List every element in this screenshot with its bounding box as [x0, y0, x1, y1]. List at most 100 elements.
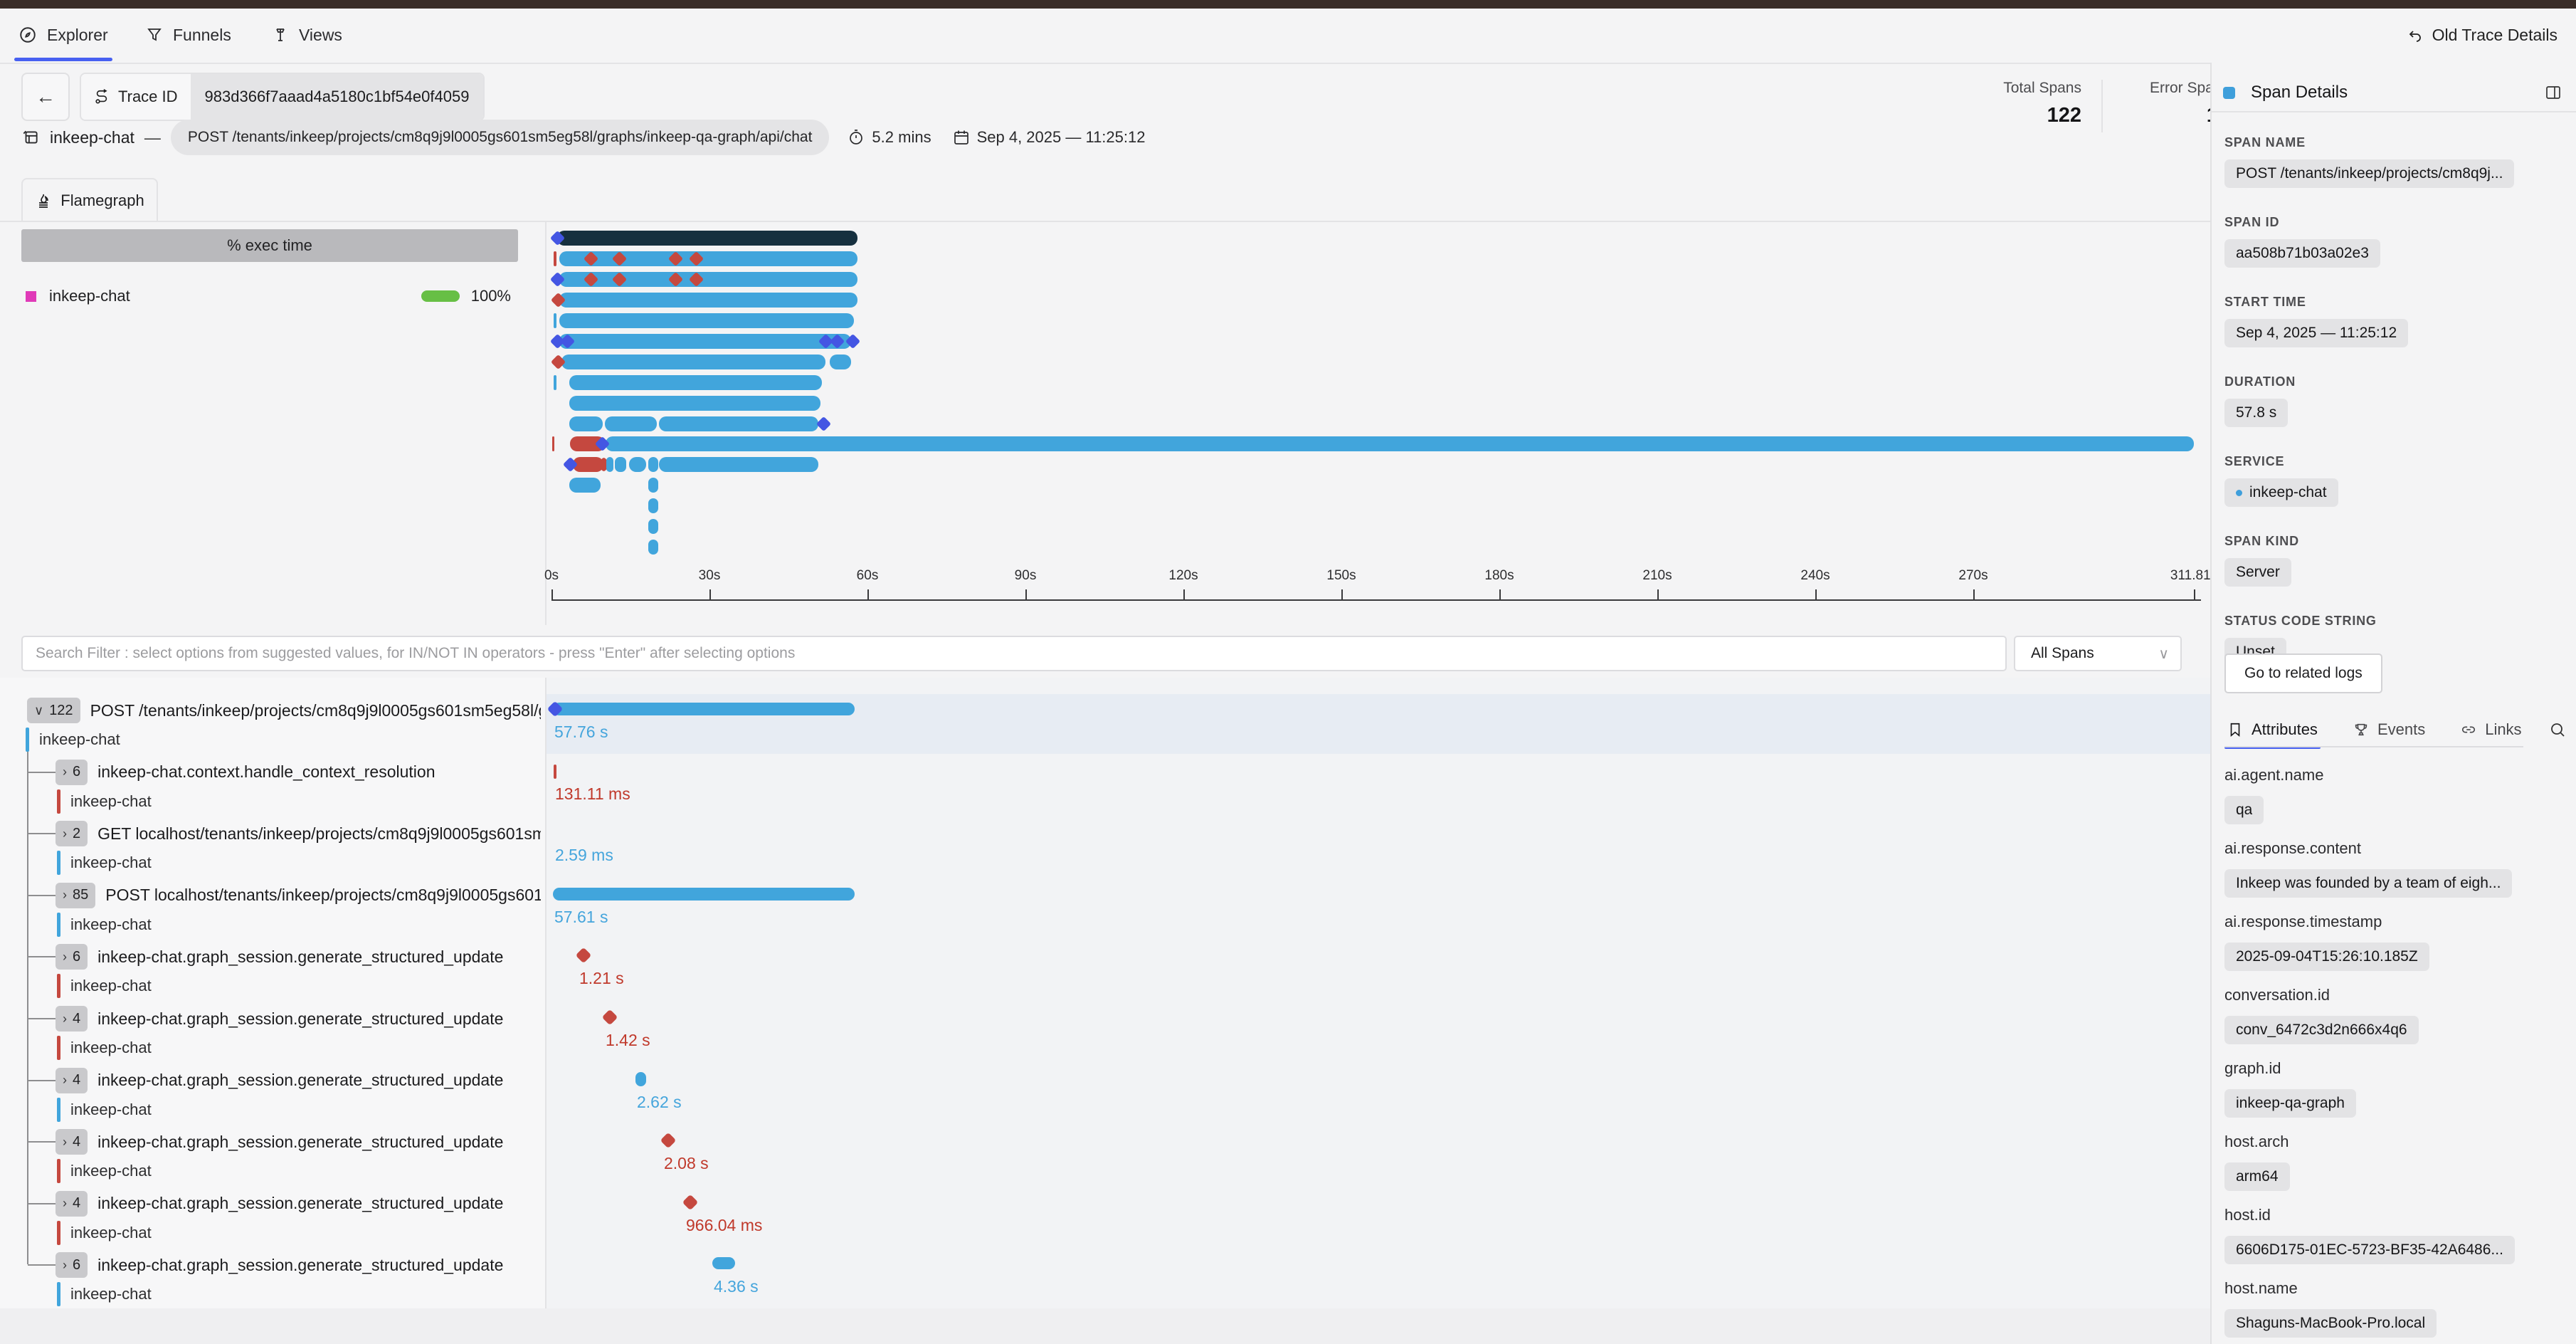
- flamegraph-span-bar[interactable]: [559, 313, 854, 328]
- span-tree-row[interactable]: › 4 inkeep-chat.graph_session.generate_str…: [56, 1127, 541, 1157]
- field-value-pill[interactable]: aa508b71b03a02e3: [2224, 239, 2380, 268]
- go-to-related-logs-button[interactable]: Go to related logs: [2224, 653, 2382, 693]
- flamegraph-span-bar[interactable]: [648, 478, 658, 493]
- waterfall-span-tick[interactable]: [554, 764, 556, 779]
- attribute-value-pill[interactable]: 2025-09-04T15:26:10.185Z: [2224, 943, 2429, 971]
- trace-id-badge[interactable]: Trace ID 983d366f7aaad4a5180c1bf54e0f405…: [80, 73, 485, 121]
- flamegraph-span-tick[interactable]: [552, 436, 554, 451]
- tab-links[interactable]: Links: [2458, 712, 2524, 747]
- span-tree-row[interactable]: › 6 inkeep-chat.graph_session.generate_str…: [56, 1250, 541, 1280]
- field-value: Sep 4, 2025 — 11:25:12: [2236, 325, 2397, 341]
- waterfall-span-pill[interactable]: [712, 1257, 735, 1270]
- flamegraph-span-tick[interactable]: [554, 313, 556, 328]
- waterfall-span-diamond[interactable]: [601, 1009, 618, 1026]
- flamegraph-span-bar[interactable]: [561, 355, 825, 369]
- expand-collapse-badge[interactable]: › 6: [56, 1252, 88, 1279]
- span-tree-row[interactable]: › 4 inkeep-chat.graph_session.generate_str…: [56, 1066, 541, 1096]
- field-value-pill[interactable]: Server: [2224, 558, 2291, 587]
- field-value-pill[interactable]: POST /tenants/inkeep/projects/cm8q9j...: [2224, 159, 2515, 188]
- flamegraph-span-bar[interactable]: [830, 355, 851, 369]
- flamegraph-span-bar[interactable]: [615, 457, 626, 472]
- flamegraph-span-bar[interactable]: [648, 457, 658, 472]
- attribute-value: 6606D175-01EC-5723-BF35-42A6486...: [2236, 1241, 2503, 1258]
- time-axis-label: 180s: [1484, 568, 1514, 583]
- span-tree-row[interactable]: › 85 POST localhost/tenants/inkeep/project…: [56, 881, 541, 910]
- chevron-right-icon: ›: [63, 1073, 67, 1088]
- waterfall-span-diamond[interactable]: [682, 1194, 699, 1211]
- flamegraph-span-bar[interactable]: [573, 457, 603, 472]
- span-scope-dropdown[interactable]: All Spans ∨: [2014, 636, 2182, 671]
- flamegraph-span-bar[interactable]: [648, 498, 658, 513]
- expand-collapse-badge[interactable]: › 6: [56, 759, 88, 785]
- attribute-value-pill[interactable]: conv_6472c3d2n666x4q6: [2224, 1016, 2419, 1044]
- span-tree-row[interactable]: › 6 inkeep-chat.graph_session.generate_str…: [56, 942, 541, 972]
- flamegraph-span-bar[interactable]: [606, 436, 2194, 451]
- field-value-pill[interactable]: 57.8 s: [2224, 399, 2289, 427]
- flamegraph-span-tick[interactable]: [554, 375, 556, 390]
- flamegraph-span-bar[interactable]: [557, 231, 857, 246]
- flamegraph-span-tick[interactable]: [554, 251, 556, 266]
- expand-collapse-badge[interactable]: › 4: [56, 1067, 88, 1093]
- span-tree-row[interactable]: › 4 inkeep-chat.graph_session.generate_str…: [56, 1004, 541, 1034]
- attribute-value-pill[interactable]: inkeep-qa-graph: [2224, 1089, 2356, 1118]
- flamegraph-span-bar[interactable]: [659, 416, 818, 431]
- field-value-pill[interactable]: Sep 4, 2025 — 11:25:12: [2224, 319, 2409, 347]
- tab-events[interactable]: Events: [2350, 712, 2428, 747]
- service-name: inkeep-chat: [39, 730, 120, 748]
- flamegraph-span-bar[interactable]: [606, 457, 613, 472]
- collapse-panel-icon[interactable]: [2545, 84, 2562, 101]
- back-button[interactable]: ←: [21, 73, 70, 121]
- tab-explorer[interactable]: Explorer: [14, 9, 112, 61]
- attribute-value-pill[interactable]: qa: [2224, 796, 2264, 824]
- expand-collapse-badge[interactable]: › 4: [56, 1006, 88, 1031]
- attribute-value-pill[interactable]: 6606D175-01EC-5723-BF35-42A6486...: [2224, 1236, 2515, 1264]
- expand-collapse-badge[interactable]: › 4: [56, 1129, 88, 1155]
- expand-collapse-badge[interactable]: › 2: [56, 821, 88, 847]
- tab-flamegraph[interactable]: Flamegraph: [21, 178, 158, 222]
- flamegraph-span-bar[interactable]: [569, 478, 601, 493]
- span-tree-row[interactable]: › 6 inkeep-chat.context.handle_context_res…: [56, 757, 541, 787]
- span-tree-row[interactable]: › 2 GET localhost/tenants/inkeep/projects/…: [56, 819, 541, 849]
- flamegraph-span-bar[interactable]: [559, 251, 857, 266]
- search-filter-input[interactable]: [21, 636, 2007, 671]
- flamegraph-span-bar[interactable]: [569, 416, 603, 431]
- span-tree-row[interactable]: ∨ 122 POST /tenants/inkeep/projects/cm8q9j…: [27, 695, 541, 725]
- flamegraph-span-bar[interactable]: [570, 436, 605, 451]
- root-endpoint-pill[interactable]: POST /tenants/inkeep/projects/cm8q9j9l00…: [170, 120, 830, 155]
- tab-attributes[interactable]: Attributes: [2224, 712, 2321, 749]
- flamegraph-span-bar[interactable]: [648, 519, 658, 534]
- waterfall-span-diamond[interactable]: [575, 947, 592, 964]
- expand-collapse-badge[interactable]: › 85: [56, 882, 96, 908]
- flamegraph-span-bar[interactable]: [559, 272, 857, 287]
- flamegraph-span-bar[interactable]: [648, 540, 658, 555]
- flamegraph-span-bar[interactable]: [569, 396, 820, 411]
- service-legend-row[interactable]: inkeep-chat 100%: [21, 283, 518, 309]
- tab-funnels[interactable]: Funnels: [146, 9, 231, 61]
- expand-collapse-badge[interactable]: ∨ 122: [27, 698, 80, 723]
- attribute-key: host.name: [2224, 1279, 2298, 1297]
- attribute-value-pill[interactable]: Shaguns-MacBook-Pro.local: [2224, 1309, 2437, 1338]
- old-trace-details-link[interactable]: Old Trace Details: [2407, 9, 2557, 61]
- flamegraph-span-bar[interactable]: [629, 457, 646, 472]
- time-axis-tick: [709, 589, 711, 599]
- exec-time-header[interactable]: % exec time: [21, 229, 518, 262]
- flamegraph-span-bar[interactable]: [569, 375, 822, 390]
- attribute-value-pill[interactable]: arm64: [2224, 1162, 2290, 1191]
- flamegraph-span-bar[interactable]: [659, 457, 818, 472]
- expand-collapse-badge[interactable]: › 6: [56, 944, 88, 970]
- attribute-value-pill[interactable]: Inkeep was founded by a team of eigh...: [2224, 869, 2513, 898]
- waterfall-span-bar[interactable]: [553, 703, 855, 715]
- waterfall-span-dot[interactable]: [635, 1071, 646, 1086]
- flamegraph-span-bar[interactable]: [605, 416, 657, 431]
- tree-connector-stub: [28, 1018, 56, 1019]
- span-tree-row[interactable]: › 4 inkeep-chat.graph_session.generate_str…: [56, 1189, 541, 1219]
- flamegraph-span-bar[interactable]: [559, 334, 851, 349]
- search-icon[interactable]: [2549, 721, 2566, 738]
- waterfall-span-bar[interactable]: [553, 887, 855, 901]
- field-value-pill[interactable]: inkeep-chat: [2224, 478, 2338, 507]
- expand-collapse-badge[interactable]: › 4: [56, 1190, 88, 1217]
- waterfall-span-diamond[interactable]: [660, 1132, 677, 1149]
- flamegraph-span-bar[interactable]: [559, 293, 857, 308]
- tab-views[interactable]: Views: [272, 9, 342, 61]
